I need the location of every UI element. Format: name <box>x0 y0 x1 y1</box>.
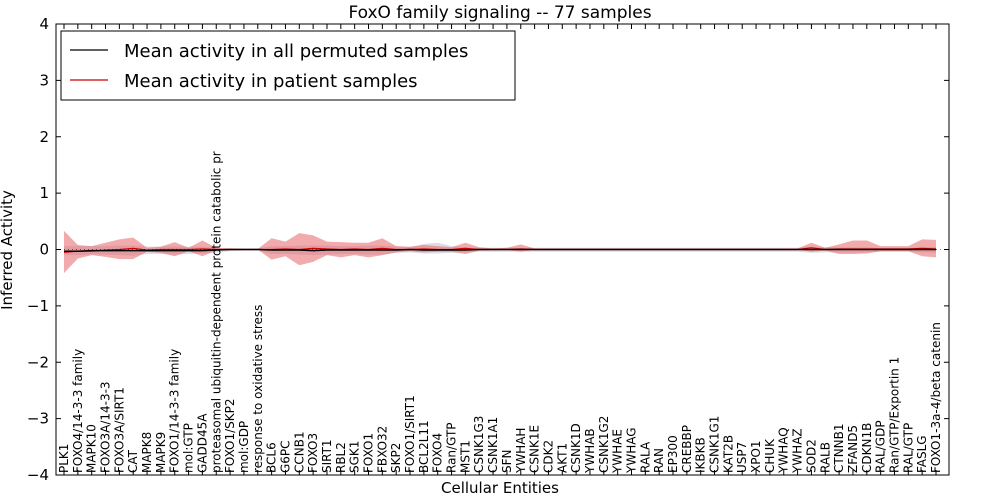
x-tick-label: YWHAQ <box>777 427 791 474</box>
x-tick-label: FOXO4 <box>431 433 445 473</box>
x-tick-label: RALA <box>638 441 652 473</box>
x-tick-label: KAT2B <box>721 435 735 473</box>
y-tick-label: −2 <box>27 353 49 371</box>
x-tick-label: mol:GDP <box>237 421 251 473</box>
bands <box>64 230 936 274</box>
x-tick-label: Ran/GTP/Exportin 1 <box>887 357 901 473</box>
legend: Mean activity in all permuted samples Me… <box>60 30 516 101</box>
x-tick-label: RAL/GTP <box>901 423 915 473</box>
x-tick-label: MAPK8 <box>140 432 154 473</box>
x-tick-label: CREBBP <box>680 425 694 473</box>
x-tick-label: G6PC <box>278 440 292 473</box>
x-tick-label: CSNK1E <box>528 425 542 473</box>
legend-label-permuted: Mean activity in all permuted samples <box>124 41 468 62</box>
chart-title: FoxO family signaling -- 77 samples <box>348 3 651 23</box>
legend-box <box>60 30 516 101</box>
x-tick-label: CHUK <box>763 438 777 473</box>
x-tick-label: CSNK1D <box>569 423 583 473</box>
y-tick-label: 0 <box>39 241 49 259</box>
x-axis-label: Cellular Entities <box>441 479 559 497</box>
x-tick-label: FOXO3 <box>306 433 320 473</box>
x-tick-label: CSNK1G1 <box>708 416 722 473</box>
x-tick-label: FASLG <box>915 435 929 473</box>
x-tick-label: SOD2 <box>804 439 818 473</box>
x-tick-label: YWHAE <box>611 429 625 474</box>
x-tick-label: FOXO1-3a-4/beta catenin <box>929 322 943 473</box>
x-tick-label: MST1 <box>458 440 472 473</box>
x-tick-label: FOXO1/SIRT1 <box>403 395 417 473</box>
x-tick-label: BCL6 <box>265 442 279 473</box>
y-tick-label: 3 <box>39 71 49 89</box>
x-tick-label: MAPK9 <box>154 432 168 473</box>
band-series-1 <box>64 230 936 274</box>
x-tick-label: FOXO1/SKP2 <box>223 398 237 473</box>
x-tick-label: RALB <box>818 442 832 473</box>
x-axis: PLK1 FOXO4/14-3-3 family MAPK10 FOXO3A/14-3… <box>57 24 943 475</box>
x-tick-label: FOXO1/14-3-3 family <box>168 349 182 473</box>
x-tick-label: CSNK1G3 <box>472 416 486 473</box>
x-tick-label: CSNK1G2 <box>597 416 611 473</box>
x-tick-label: SKP2 <box>389 443 403 473</box>
y-tick-label: 2 <box>39 128 49 146</box>
y-axis: −4 −3 −2 −1 0 1 2 3 4 <box>27 15 949 484</box>
x-tick-label: XPO1 <box>749 440 763 473</box>
x-tick-label: CCNB1 <box>292 431 306 473</box>
y-tick-label: 1 <box>39 184 49 202</box>
x-tick-label: CTNNB1 <box>832 423 846 473</box>
y-tick-label: 4 <box>39 15 49 33</box>
x-tick-label: RAL/GDP <box>874 420 888 473</box>
x-tick-label: IKBKB <box>694 437 708 473</box>
x-tick-label: ZFAND5 <box>846 425 860 473</box>
y-tick-label: −1 <box>27 297 49 315</box>
x-tick-label: Ran/GTP <box>445 422 459 473</box>
x-tick-label: YWHAG <box>624 427 638 474</box>
x-tick-label: YWHAZ <box>791 428 805 474</box>
x-tick-label: FOXO3A/14-3-3 <box>99 381 113 473</box>
x-tick-label: GADD45A <box>195 413 209 473</box>
x-tick-label: BCL2L11 <box>417 420 431 473</box>
x-tick-label: USP7 <box>735 442 749 473</box>
x-tick-label: PLK1 <box>57 444 71 473</box>
legend-label-patient: Mean activity in patient samples <box>124 71 418 92</box>
x-tick-label: response to oxidative stress <box>251 305 265 473</box>
x-tick-label: SIRT1 <box>320 439 334 473</box>
x-tick-label: CAT <box>126 449 140 473</box>
x-tick-label: YWHAH <box>514 428 528 474</box>
x-tick-label: AKT1 <box>555 443 569 473</box>
x-tick-label: proteasomal ubiquitin-dependent protein … <box>209 151 223 473</box>
x-tick-label: FOXO4/14-3-3 family <box>71 349 85 473</box>
x-tick-label: CDK2 <box>541 440 555 473</box>
x-tick-label: EP300 <box>666 435 680 473</box>
x-tick-label: FOXO3A/SIRT1 <box>112 387 126 473</box>
x-tick-label: mol:GTP <box>182 423 196 473</box>
x-tick-label: SFN <box>500 449 514 473</box>
x-tick-label: CSNK1A1 <box>486 417 500 473</box>
y-tick-label: −3 <box>27 410 49 428</box>
series-lines <box>56 247 949 253</box>
x-tick-label: RAN <box>652 448 666 473</box>
x-tick-label: RBL2 <box>334 442 348 473</box>
x-tick-label: SGK1 <box>348 441 362 473</box>
x-tick-label: YWHAB <box>583 428 597 474</box>
x-tick-label: FBXO32 <box>375 426 389 473</box>
y-tick-label: −4 <box>27 466 49 484</box>
x-tick-label: CDKN1B <box>860 423 874 473</box>
x-tick-label: MAPK10 <box>85 424 99 473</box>
y-axis-label: Inferred Activity <box>0 190 16 310</box>
x-tick-label: FOXO1 <box>362 433 376 473</box>
